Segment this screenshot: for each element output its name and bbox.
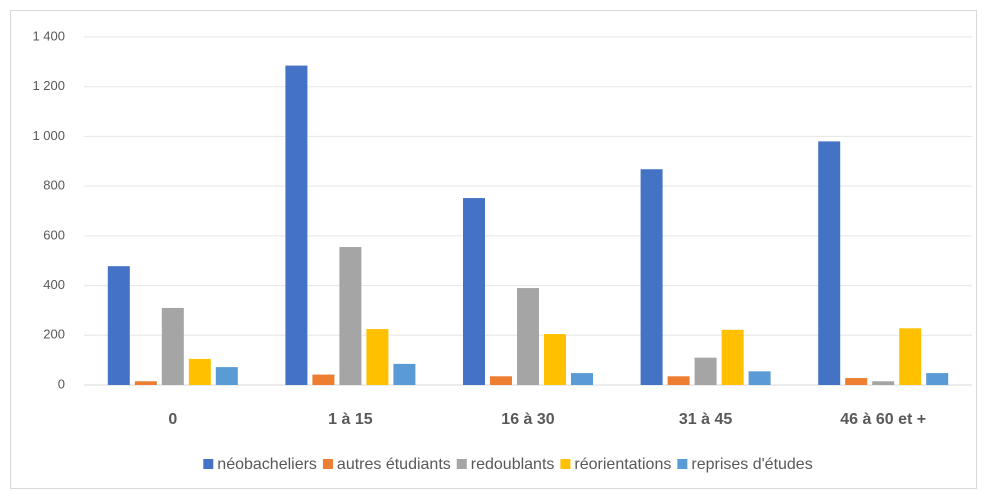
bar: [393, 363, 416, 385]
y-tick-label: 600: [43, 227, 65, 242]
y-tick-label: 400: [43, 277, 65, 292]
y-tick-label: 1 000: [32, 128, 65, 143]
legend-label: réorientations: [574, 456, 671, 473]
legend-swatch: [560, 459, 571, 469]
x-tick-label: 1 à 15: [328, 411, 373, 428]
bar: [667, 376, 690, 385]
bar: [872, 381, 895, 385]
bar: [517, 288, 539, 385]
y-tick-label: 1 200: [32, 78, 65, 93]
bar: [339, 247, 362, 385]
bar: [748, 371, 771, 385]
bar: [544, 334, 566, 385]
chart-frame: [10, 10, 977, 489]
legend-swatch: [456, 459, 467, 469]
legend-swatch: [322, 459, 333, 469]
bar: [926, 373, 949, 385]
y-tick-label: 1 400: [32, 28, 65, 43]
bar: [107, 266, 130, 385]
bar: [845, 378, 868, 385]
y-tick-label: 200: [43, 327, 65, 342]
legend-swatch: [203, 459, 214, 469]
bar: [818, 141, 841, 385]
bar: [490, 376, 512, 385]
bar: [899, 328, 922, 385]
bar: [215, 367, 238, 385]
bar: [640, 169, 663, 385]
bar: [721, 329, 744, 385]
bar: [571, 373, 593, 385]
bar: [366, 329, 389, 385]
legend-swatch: [677, 459, 688, 469]
bar: [161, 307, 184, 385]
legend-label: redoublants: [471, 456, 555, 473]
bar: [188, 358, 211, 385]
legend-label: reprises d'études: [691, 456, 812, 473]
legend-label: autres étudiants: [337, 456, 451, 473]
x-tick-label: 31 à 45: [679, 411, 732, 428]
bar: [312, 374, 335, 385]
legend-label: néobacheliers: [217, 456, 317, 473]
x-tick-label: 0: [168, 411, 177, 428]
x-tick-label: 46 à 60 et +: [840, 411, 926, 428]
bar: [134, 381, 157, 385]
bar: [285, 65, 308, 385]
bar: [694, 357, 717, 385]
y-tick-label: 0: [58, 376, 65, 391]
y-tick-label: 800: [43, 178, 65, 193]
x-tick-label: 16 à 30: [501, 411, 554, 428]
bar: [463, 198, 485, 385]
